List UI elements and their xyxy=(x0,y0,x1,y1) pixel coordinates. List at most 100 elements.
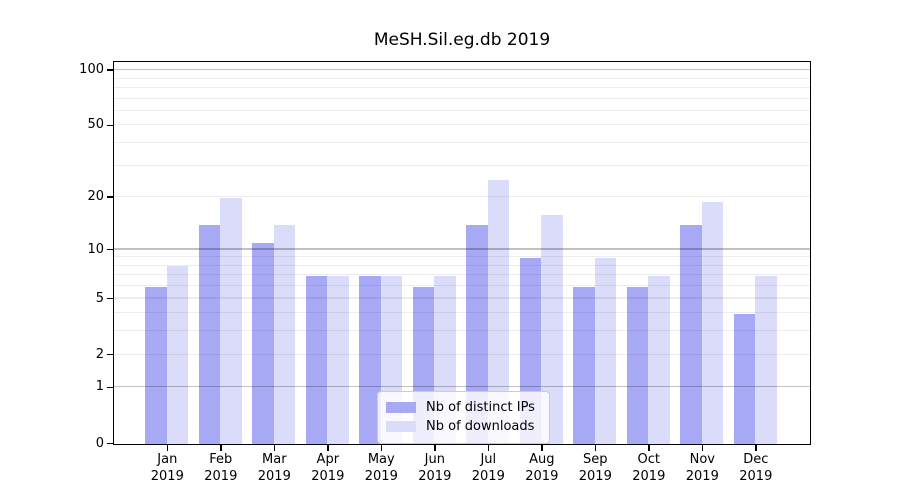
legend-swatch-downloads xyxy=(386,421,416,432)
x-tick-month-sep: Sep xyxy=(583,452,608,467)
minor-gridline-y8 xyxy=(114,264,810,266)
bar-mar-downloads xyxy=(273,224,296,444)
legend-swatch-distinct-ips xyxy=(386,402,416,413)
legend: Nb of distinct IPs Nb of downloads xyxy=(377,391,550,444)
bar-jan-downloads xyxy=(166,266,189,444)
x-tick-month-jun: Jun xyxy=(424,452,445,467)
bar-nov-distinct-ips xyxy=(680,224,702,444)
x-tick-nov xyxy=(701,445,704,451)
legend-row-distinct-ips: Nb of distinct IPs xyxy=(386,399,535,416)
x-tick-may xyxy=(380,445,383,451)
x-tick-feb xyxy=(220,445,222,451)
minor-gridline-y90 xyxy=(114,77,810,79)
minor-gridline-y60 xyxy=(114,109,810,111)
y-tick-label-20: 20 xyxy=(87,189,104,205)
x-tick-sep xyxy=(594,445,597,451)
x-tick-jan xyxy=(166,445,169,451)
bar-jan-distinct-ips xyxy=(145,286,167,444)
x-tick-label-mar: Mar 2019 xyxy=(239,452,309,485)
x-tick-month-dec: Dec xyxy=(743,452,769,467)
bar-jul-distinct-ips xyxy=(466,224,488,444)
x-tick-year-mar: 2019 xyxy=(257,468,291,484)
x-tick-month-jan: Jan xyxy=(157,452,178,467)
x-tick-year-sep: 2019 xyxy=(578,468,612,484)
y-tick-label-50: 50 xyxy=(87,117,104,133)
x-tick-jul xyxy=(487,445,490,451)
minor-gridline-y80 xyxy=(114,86,810,89)
x-tick-month-jul: Jul xyxy=(480,452,497,467)
minor-gridline-y4 xyxy=(114,312,810,314)
x-tick-month-mar: Mar xyxy=(262,452,287,467)
x-tick-label-nov: Nov 2019 xyxy=(667,452,737,485)
x-tick-mar xyxy=(273,445,276,451)
x-tick-year-aug: 2019 xyxy=(525,468,559,484)
x-tick-year-jun: 2019 xyxy=(418,468,452,484)
plot-area: Nb of distinct IPs Nb of downloads xyxy=(113,61,811,445)
x-tick-year-nov: 2019 xyxy=(685,468,719,484)
x-tick-year-oct: 2019 xyxy=(632,468,666,484)
bar-jul-downloads xyxy=(487,180,510,444)
x-tick-year-feb: 2019 xyxy=(204,468,238,484)
x-tick-month-feb: Feb xyxy=(209,452,233,467)
x-tick-label-oct: Oct 2019 xyxy=(614,452,684,485)
y-tick-label-10: 10 xyxy=(87,241,104,257)
chart-title: MeSH.Sil.eg.db 2019 xyxy=(373,30,551,50)
x-tick-month-aug: Aug xyxy=(529,452,555,467)
minor-gridline-y5 xyxy=(114,297,810,299)
x-tick-label-aug: Aug 2019 xyxy=(507,452,577,485)
major-gridline-y1 xyxy=(114,386,810,388)
bar-sep-downloads xyxy=(594,257,617,444)
x-tick-apr xyxy=(327,445,329,451)
x-tick-label-jan: Jan 2019 xyxy=(132,452,202,485)
x-tick-month-nov: Nov xyxy=(689,452,715,467)
minor-gridline-y20 xyxy=(114,196,810,198)
x-tick-label-apr: Apr 2019 xyxy=(293,452,363,485)
x-tick-month-may: May xyxy=(367,452,395,467)
bar-feb-distinct-ips xyxy=(198,224,221,444)
y-tick-label-5: 5 xyxy=(95,290,104,306)
x-tick-label-feb: Feb 2019 xyxy=(186,452,256,485)
plot-inner xyxy=(114,62,810,444)
bar-sep-distinct-ips xyxy=(573,286,595,444)
bar-dec-downloads xyxy=(755,275,777,444)
bar-may-distinct-ips xyxy=(359,275,381,444)
bar-feb-downloads xyxy=(220,197,242,444)
minor-gridline-y70 xyxy=(114,97,810,99)
bar-apr-downloads xyxy=(327,275,349,444)
major-gridline-y100 xyxy=(114,69,810,71)
y-tick-label-1: 1 xyxy=(95,379,104,395)
x-tick-jun xyxy=(434,445,436,451)
y-tick-label-100: 100 xyxy=(79,62,104,78)
x-tick-year-dec: 2019 xyxy=(739,468,773,484)
x-tick-month-apr: Apr xyxy=(316,452,340,467)
x-tick-year-may: 2019 xyxy=(364,468,398,484)
x-tick-aug xyxy=(541,445,543,451)
x-tick-year-jan: 2019 xyxy=(150,468,184,484)
y-tick-label-0: 0 xyxy=(95,435,104,451)
minor-gridline-y30 xyxy=(114,164,810,166)
x-tick-label-may: May 2019 xyxy=(346,452,416,485)
bar-nov-downloads xyxy=(701,201,724,444)
bar-oct-downloads xyxy=(648,275,670,444)
minor-gridline-y3 xyxy=(114,330,810,332)
minor-gridline-y50 xyxy=(114,124,810,126)
legend-row-downloads: Nb of downloads xyxy=(386,418,535,435)
minor-gridline-y7 xyxy=(114,274,810,276)
x-tick-month-oct: Oct xyxy=(637,452,661,467)
x-tick-label-jul: Jul 2019 xyxy=(453,452,523,485)
x-tick-label-sep: Sep 2019 xyxy=(560,452,630,485)
bar-mar-distinct-ips xyxy=(252,243,274,444)
legend-label-distinct-ips: Nb of distinct IPs xyxy=(426,400,535,415)
minor-gridline-y9 xyxy=(114,256,810,258)
bar-dec-distinct-ips xyxy=(733,313,756,444)
bar-apr-distinct-ips xyxy=(305,275,328,444)
x-tick-label-dec: Dec 2019 xyxy=(721,452,791,485)
legend-label-downloads: Nb of downloads xyxy=(426,419,535,434)
minor-gridline-y6 xyxy=(114,285,810,287)
y-tick-label-2: 2 xyxy=(95,346,104,362)
x-tick-label-jun: Jun 2019 xyxy=(400,452,470,485)
x-tick-year-jul: 2019 xyxy=(471,468,505,484)
minor-gridline-y40 xyxy=(114,142,810,144)
x-tick-dec xyxy=(755,445,757,451)
